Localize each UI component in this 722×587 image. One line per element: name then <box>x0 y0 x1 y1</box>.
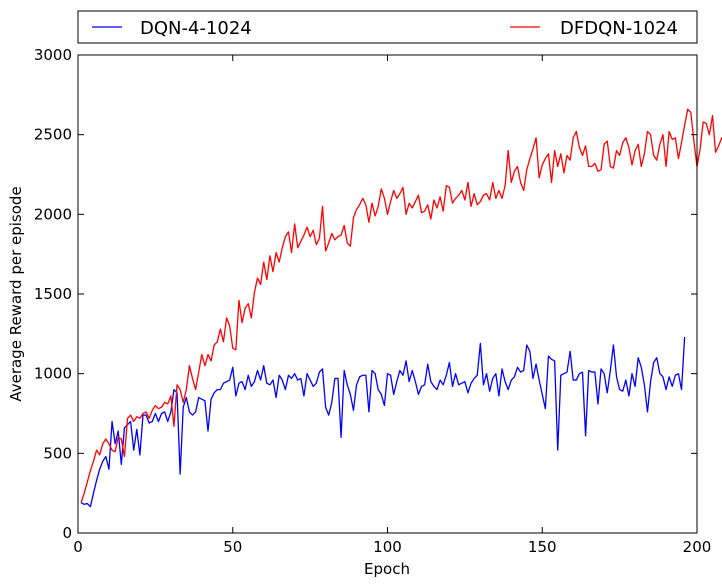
plot-frame <box>77 54 698 534</box>
y-tick-label: 2000 <box>34 205 72 223</box>
y-tick-label: 500 <box>43 444 72 462</box>
series-line-dfdqn <box>80 108 722 503</box>
y-tick-label: 1500 <box>34 285 72 303</box>
x-tick-label: 0 <box>73 538 83 556</box>
x-tick-label: 150 <box>528 538 557 556</box>
x-tick-label: 100 <box>373 538 402 556</box>
y-tick-label: 0 <box>62 524 72 542</box>
legend-label-dfdqn: DFDQN-1024 <box>560 18 678 39</box>
y-axis-label: Average Reward per episode <box>7 186 25 401</box>
legend-frame <box>77 10 698 44</box>
y-tick-label: 1000 <box>34 365 72 383</box>
series-layer <box>80 108 722 508</box>
legend: DQN-4-1024 DFDQN-1024 <box>77 10 698 44</box>
series-line-dqn <box>80 336 686 508</box>
legend-label-dqn: DQN-4-1024 <box>140 18 252 39</box>
x-axis-label: Epoch <box>364 560 410 578</box>
y-tick-label: 3000 <box>34 46 72 64</box>
x-tick-label: 50 <box>223 538 242 556</box>
x-tick-label: 200 <box>683 538 712 556</box>
y-tick-label: 2500 <box>34 126 72 144</box>
